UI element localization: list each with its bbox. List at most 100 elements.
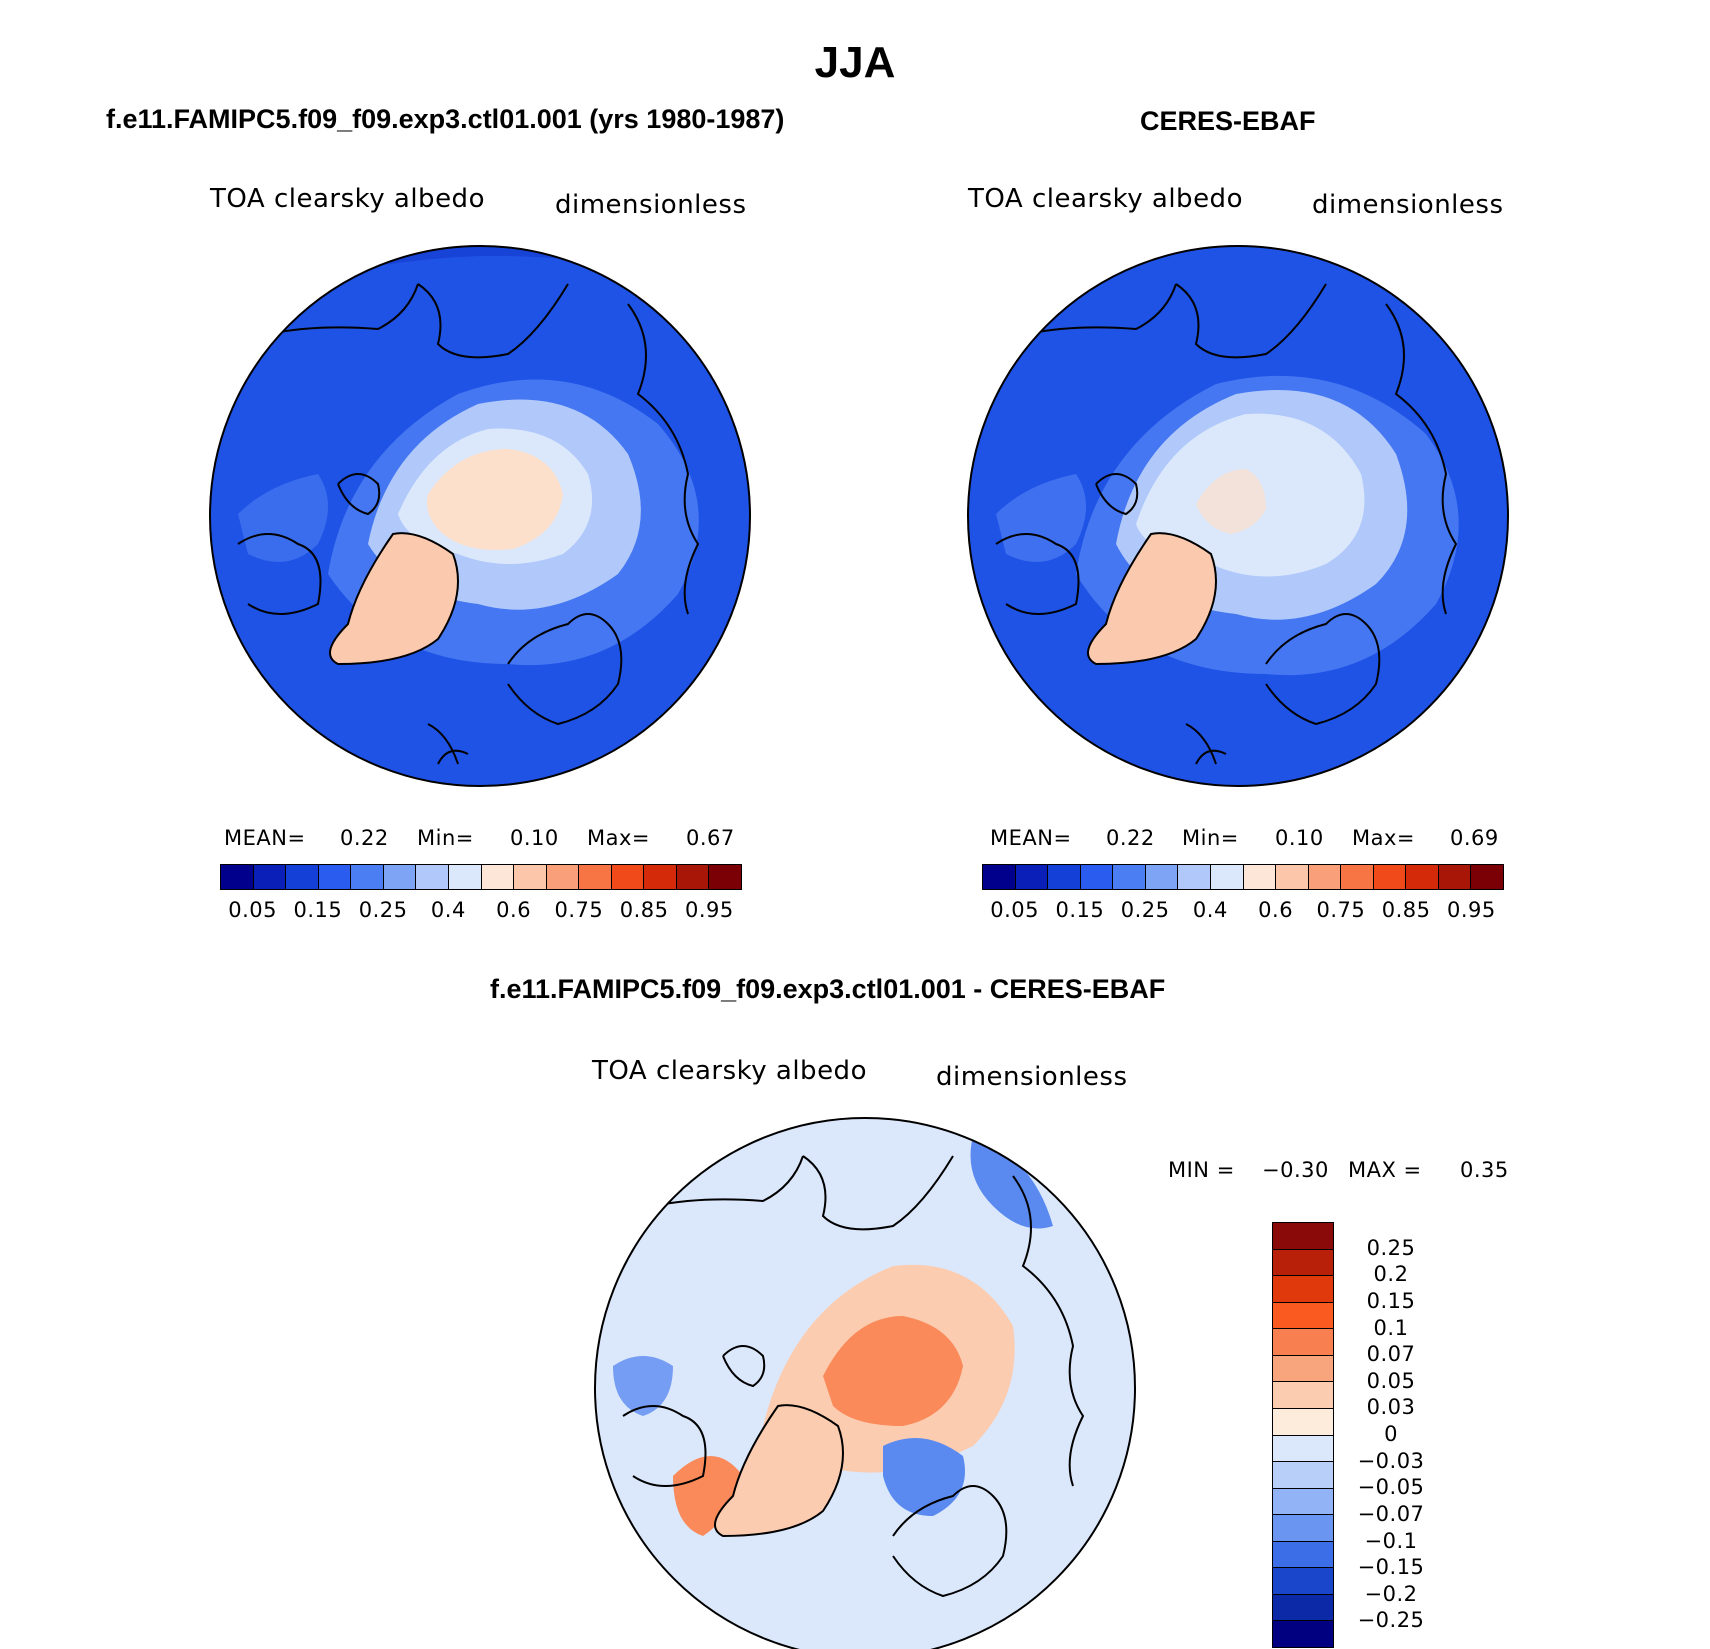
colorbar-swatch [286,865,319,889]
colorbar-tick-label: −0.25 [1357,1608,1425,1633]
colorbar-swatch [1308,865,1342,889]
colorbar-swatch [1273,1276,1333,1303]
colorbar-swatch [1273,1515,1333,1542]
colorbar-swatch [1273,1488,1333,1516]
colorbar-tick-label: 0.25 [358,898,408,922]
colorbar-swatch [1273,1302,1333,1330]
colorbar-tick-label: 0.85 [619,898,669,922]
colorbar-tick-label: 0 [1384,1422,1398,1446]
colorbar-swatch [448,865,482,889]
panel-1-variable: TOA clearsky albedo [210,184,485,214]
cool-anomaly-pacific [970,1136,1053,1229]
colorbar-tick-label: 0.15 [1366,1288,1416,1313]
coastlines [622,1155,1085,1598]
colorbar-swatch [1210,865,1244,889]
colorbar-swatch [1273,1462,1333,1489]
colorbar-swatch [1438,865,1472,889]
colorbar-tick-label: 0.05 [1366,1368,1416,1393]
coastlines [995,283,1458,765]
canada-region [238,474,328,562]
panel-3-max-label: MAX = [1348,1158,1422,1182]
colorbar-tick-label: −0.05 [1357,1475,1425,1500]
panel-2-mean: 0.22 [1106,826,1155,850]
colorbar-swatch [644,865,677,889]
colorbar-swatch [1080,865,1114,889]
canada-region [996,474,1086,562]
high-albedo-core [1196,469,1266,534]
panel-1-mean: 0.22 [340,826,389,850]
panel-1-mean-label: MEAN= [224,826,306,850]
colorbar-tick-label: 0.03 [1366,1395,1416,1420]
colorbar-swatch [514,865,547,889]
colorbar-swatch [676,865,710,889]
colorbar-swatch [1273,1621,1333,1647]
map-ceres-albedo [967,245,1509,787]
colorbar-swatch [318,865,352,889]
colorbar-tick-label: −0.1 [1364,1528,1418,1553]
panel-1-units: dimensionless [555,190,747,220]
colorbar-tick-label: 0.15 [293,898,343,922]
colorbar-swatch [253,865,287,889]
colorbar-swatch [1273,1329,1333,1356]
colorbar-swatch [546,865,580,889]
colorbar-tick-label: −0.15 [1357,1555,1425,1580]
panel-2-max-label: Max= [1352,826,1416,850]
panel-3-variable: TOA clearsky albedo [592,1056,867,1086]
colorbar-tick-label: 0.95 [684,898,734,922]
colorbar-swatch [1113,865,1146,889]
panel-1-max: 0.67 [686,826,735,850]
colorbar-swatch [1273,1435,1333,1463]
colorbar-tick-label: 0.25 [1120,898,1170,922]
colorbar-swatch [1406,865,1439,889]
colorbar-tick-label: −0.03 [1357,1448,1425,1473]
colorbar-swatch [611,865,645,889]
colorbar-swatch [1471,865,1503,889]
colorbar-tick-label: 0.25 [1366,1235,1416,1260]
coastlines [237,283,700,765]
colorbar-difference-labels: 0.25 0.2 0.15 0.1 0.07 0.05 0.03 0 −0.03 −0.05 −0.… [1336,1222,1456,1648]
colorbar-swatch [1273,1541,1333,1569]
colorbar-tick-label: −0.07 [1357,1501,1425,1526]
panel-2-min: 0.10 [1275,826,1324,850]
colorbar-swatch [383,865,417,889]
map-model-albedo [209,245,751,787]
colorbar-swatch [579,865,612,889]
colorbar-tick-label: 0.15 [1055,898,1105,922]
panel-1-min-label: Min= [417,826,474,850]
colorbar-swatch [983,865,1016,889]
colorbar-swatch [1276,865,1309,889]
colorbar-panel-1 [220,864,742,890]
colorbar-tick-label: 0.05 [228,898,277,922]
colorbar-tick-label: 0.2 [1373,1262,1409,1287]
colorbar-swatch [351,865,384,889]
colorbar-swatch [1273,1568,1333,1595]
colorbar-swatch [1341,865,1374,889]
colorbar-tick-label: 0.1 [1373,1315,1409,1340]
panel-1-title: f.e11.FAMIPC5.f09_f09.exp3.ctl01.001 (yr… [106,104,785,134]
warm-anomaly-canada [673,1456,743,1536]
colorbar-swatch [1048,865,1081,889]
colorbar-tick-label: 0.75 [554,898,604,922]
colorbar-swatch [1273,1249,1333,1277]
panel-3-title: f.e11.FAMIPC5.f09_f09.exp3.ctl01.001 - C… [490,974,1166,1004]
colorbar-panel-2 [982,864,1504,890]
colorbar-swatch [1015,865,1049,889]
colorbar-swatch [1145,865,1179,889]
panel-2-min-label: Min= [1182,826,1239,850]
panel-2-units: dimensionless [1312,190,1504,220]
colorbar-tick-label: 0.85 [1381,898,1431,922]
colorbar-swatch [1243,865,1277,889]
colorbar-tick-label: 0.6 [496,898,532,922]
colorbar-panel-2-labels: 0.05 0.15 0.25 0.4 0.6 0.75 0.85 0.95 [982,898,1504,924]
panel-2-variable: TOA clearsky albedo [968,184,1243,214]
colorbar-tick-label: 0.4 [1192,898,1228,922]
panel-2-max: 0.69 [1450,826,1499,850]
warm-anomaly-core [823,1316,963,1426]
colorbar-tick-label: 0.4 [430,898,466,922]
high-albedo-core [427,449,563,550]
panel-3-max: 0.35 [1460,1158,1509,1182]
figure-title: JJA [814,38,896,87]
greenland [1088,533,1216,664]
colorbar-swatch [1273,1223,1333,1250]
colorbar-panel-1-labels: 0.05 0.15 0.25 0.4 0.6 0.75 0.85 0.95 [220,898,742,924]
